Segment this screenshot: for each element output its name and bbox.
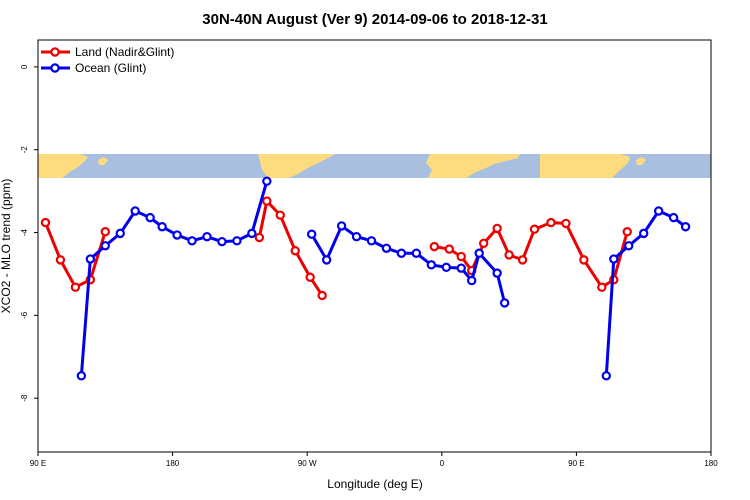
legend-land-label: Land (Nadir&Glint) [75, 45, 174, 59]
land-nadir-glint-data-point [456, 251, 466, 262]
x-axis-label: Longitude (deg E) [327, 477, 422, 491]
x-tick-label: 90 W [298, 459, 317, 468]
ocean-glint-data-point [426, 260, 437, 270]
ocean-glint-data-point [85, 254, 96, 264]
ocean-glint-data-point [492, 268, 502, 278]
land-nadir-glint-data-point [561, 218, 571, 229]
ocean-glint-east-data-point [653, 206, 664, 216]
ocean-glint-data-point [157, 222, 167, 232]
ocean-glint-data-point [145, 212, 155, 223]
y-tick-label: -6 [20, 311, 29, 319]
ocean-glint-data-point [172, 230, 182, 240]
land-nadir-glint-data-point [275, 210, 285, 220]
ocean-glint-data-point [247, 228, 257, 239]
ocean-glint-data-point [336, 221, 347, 231]
series-layer [40, 176, 691, 381]
ocean-glint-data-point [381, 243, 392, 253]
x-tick-label: 90 E [568, 459, 584, 468]
land-nadir-glint-data-point [429, 241, 440, 252]
ocean-glint-data-point [115, 228, 125, 239]
x-axis: 90 E 180 90 W 0 90 E 180 [30, 452, 718, 468]
map-landmass-asia-east [540, 154, 630, 178]
land-nadir-glint-data-point [317, 290, 327, 301]
ocean-glint-data-point [474, 248, 484, 258]
ocean-glint-data-point [396, 248, 407, 258]
land-nadir-glint-data-point [70, 282, 81, 292]
land-nadir-glint-data-point [55, 255, 66, 265]
x-tick-label: 180 [704, 459, 718, 468]
ocean-glint-data-point [456, 263, 466, 273]
land-nadir-glint-data-point [529, 224, 540, 234]
map-landmass-japan [98, 157, 108, 165]
map-landmass-europe-africa [426, 154, 520, 178]
x-tick-label: 0 [440, 459, 445, 468]
y-axis-label: XCO2 - MLO trend (ppm) [0, 179, 13, 314]
legend-ocean-marker [50, 63, 60, 73]
x-tick-label: 90 E [30, 459, 46, 468]
ocean-glint-data-point [217, 236, 227, 247]
ocean-glint-east-data-point [609, 254, 619, 264]
land-nadir-glint-data-point [254, 232, 265, 243]
y-tick-label: -4 [20, 228, 29, 236]
world-map-strip [38, 154, 711, 178]
map-landmass-north-america [258, 154, 335, 178]
map-landmass-asia-west [38, 154, 88, 178]
land-nadir-glint-data-point [290, 246, 300, 256]
land-nadir-glint-data-point [478, 238, 489, 249]
ocean-glint-data-point [100, 241, 111, 251]
legend-land-marker [50, 47, 60, 57]
land-nadir-glint-data-point [517, 255, 528, 265]
ocean-glint-east-data-point [668, 212, 679, 223]
legend-ocean-label: Ocean (Glint) [75, 61, 146, 75]
ocean-glint-data-point [187, 236, 197, 246]
land-nadir-glint-data-point [579, 255, 589, 265]
ocean-glint-data-point [499, 298, 510, 308]
land-nadir-glint-series-line [257, 199, 324, 297]
ocean-glint-data-point [411, 248, 422, 258]
land-nadir-glint-data-point [597, 282, 607, 292]
land-nadir-glint-data-point [100, 227, 111, 237]
ocean-glint-east-data-point [639, 228, 649, 239]
y-tick-label: -2 [20, 146, 29, 154]
land-nadir-glint-data-point [305, 272, 315, 282]
land-nadir-glint-data-point [546, 217, 556, 228]
plot-frame [37, 39, 712, 453]
land-nadir-glint-data-point [492, 223, 502, 234]
ocean-glint-east-data-point [624, 241, 634, 251]
ocean-glint-data-point [351, 231, 362, 242]
land-nadir-glint-data-point [40, 217, 51, 228]
ocean-glint-data-point [366, 236, 377, 246]
ocean-glint-data-point [202, 231, 212, 242]
land-nadir-glint-data-point [444, 244, 454, 254]
ocean-glint-series-line [310, 224, 507, 304]
ocean-glint-east-data-point [680, 222, 691, 232]
x-tick-label: 180 [166, 459, 180, 468]
land-nadir-glint-data-point [622, 227, 632, 237]
ocean-glint-series-line [79, 180, 269, 376]
ocean-glint-data-point [441, 262, 451, 273]
chart-title: 30N-40N August (Ver 9) 2014-09-06 to 201… [202, 11, 547, 28]
y-axis: 0 -2 -4 -6 -8 [20, 64, 38, 402]
y-tick-label: 0 [20, 64, 29, 69]
land-nadir-glint-data-point [504, 250, 514, 260]
ocean-glint-data-point [76, 371, 87, 381]
ocean-glint-data-point [306, 229, 317, 239]
map-landmass-japan-east [636, 157, 646, 165]
ocean-glint-data-point [321, 255, 332, 265]
legend: Land (Nadir&Glint) Ocean (Glint) [41, 45, 174, 75]
land-nadir-glint-data-point [262, 196, 272, 206]
ocean-glint-data-point [130, 206, 140, 216]
ocean-glint-data-point [232, 236, 242, 246]
ocean-glint-east-data-point [601, 371, 612, 381]
ocean-glint-data-point [467, 275, 477, 286]
ocean-glint-data-point [262, 176, 272, 186]
y-tick-label: -8 [20, 394, 29, 402]
